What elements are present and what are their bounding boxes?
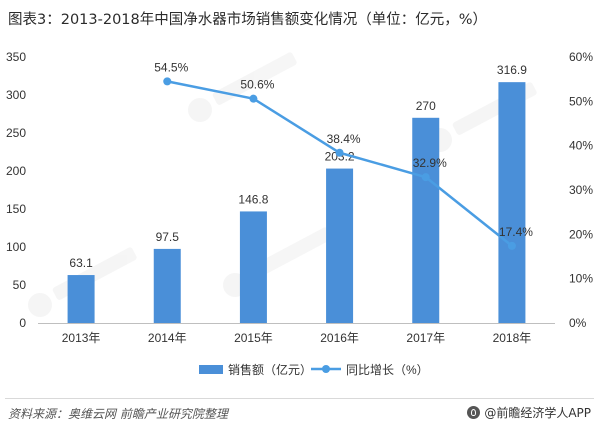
bar-series xyxy=(67,82,526,323)
brand: @前瞻经济学人APP xyxy=(467,404,591,421)
watermark-stamp xyxy=(223,227,332,297)
right-axis-tick-label: 10% xyxy=(569,272,593,286)
growth-point xyxy=(507,241,516,250)
left-axis: 0 50 100 150 200 250 300 350 xyxy=(6,50,26,330)
left-axis-tick-label: 0 xyxy=(19,316,26,330)
growth-point xyxy=(163,77,172,86)
growth-value-label: 32.9% xyxy=(413,156,447,170)
watermark-stamp xyxy=(188,52,297,122)
legend: 销售额（亿元） 同比增长（%） xyxy=(199,362,429,377)
right-axis-tick-label: 30% xyxy=(569,183,593,197)
x-axis-tick-label: 2014年 xyxy=(148,331,187,345)
right-axis-tick-label: 50% xyxy=(569,94,593,108)
legend-bar-swatch xyxy=(199,365,223,374)
bar-value-label: 63.1 xyxy=(69,256,93,270)
watermark-mark xyxy=(212,52,297,105)
legend-line-label: 同比增长（%） xyxy=(346,363,429,377)
x-axis-tick-label: 2017年 xyxy=(406,331,445,345)
x-axis-tick-label: 2015年 xyxy=(234,331,273,345)
right-axis-tick-label: 60% xyxy=(569,50,593,64)
growth-point xyxy=(249,94,258,103)
growth-point xyxy=(421,173,430,182)
right-axis-tick-label: 20% xyxy=(569,227,593,241)
bar-2014年 xyxy=(153,248,181,323)
x-axis-tick-label: 2013年 xyxy=(62,331,101,345)
bar-value-label: 97.5 xyxy=(156,230,180,244)
x-axis: 2013年 2014年 2015年 2016年 2017年 2018年 xyxy=(38,323,555,345)
left-axis-tick-label: 50 xyxy=(13,278,27,292)
bar-value-label: 316.9 xyxy=(497,63,527,77)
source-note: 资料来源：奥维云网 前瞻产业研究院整理 xyxy=(8,407,228,421)
chart-canvas: 0 50 100 150 200 250 300 350 0% 10% 20% 30% 40% 50% 6… xyxy=(6,50,593,377)
legend-bar-label: 销售额（亿元） xyxy=(228,362,312,377)
left-axis-tick-label: 350 xyxy=(6,50,26,64)
growth-value-label: 50.6% xyxy=(240,78,274,92)
right-axis: 0% 10% 20% 30% 40% 50% 60% xyxy=(569,50,593,330)
bar-value-label: 146.8 xyxy=(238,192,268,206)
growth-value-label: 17.4% xyxy=(499,225,533,239)
brand-logo-icon xyxy=(467,406,481,419)
bar-2018年 xyxy=(498,82,526,323)
growth-value-label: 38.4% xyxy=(327,132,361,146)
line-series xyxy=(163,77,516,250)
left-axis-tick-label: 250 xyxy=(6,126,26,140)
growth-point xyxy=(335,148,344,157)
left-axis-tick-label: 200 xyxy=(6,164,26,178)
bar-2013年 xyxy=(67,275,95,323)
left-axis-tick-label: 150 xyxy=(6,202,26,216)
x-axis-tick-label: 2016年 xyxy=(320,331,359,345)
brand-label: @前瞻经济学人APP xyxy=(484,406,591,420)
bar-2017年 xyxy=(412,117,440,323)
watermark-logo-icon xyxy=(28,293,52,317)
watermark-mark xyxy=(247,227,332,280)
watermark-logo-icon xyxy=(188,98,212,122)
bar-value-label: 270 xyxy=(416,99,436,113)
footer-divider xyxy=(5,398,594,399)
bar-2016年 xyxy=(326,168,354,323)
legend-line-marker xyxy=(322,365,330,373)
chart-title: 图表3：2013-2018年中国净水器市场销售额变化情况（单位：亿元，%） xyxy=(8,12,488,28)
growth-value-label: 54.5% xyxy=(154,60,188,74)
right-axis-tick-label: 40% xyxy=(569,139,593,153)
left-axis-tick-label: 300 xyxy=(6,88,26,102)
x-axis-tick-label: 2018年 xyxy=(493,331,532,345)
footer: 资料来源：奥维云网 前瞻产业研究院整理 @前瞻经济学人APP xyxy=(0,398,599,430)
right-axis-tick-label: 0% xyxy=(569,316,587,330)
left-axis-tick-label: 100 xyxy=(6,240,26,254)
bar-2015年 xyxy=(239,211,267,323)
watermark-mark xyxy=(52,247,137,300)
line-data-labels: 54.5% 50.6% 38.4% 32.9% 17.4% xyxy=(154,60,533,238)
watermark-layer xyxy=(28,52,537,317)
